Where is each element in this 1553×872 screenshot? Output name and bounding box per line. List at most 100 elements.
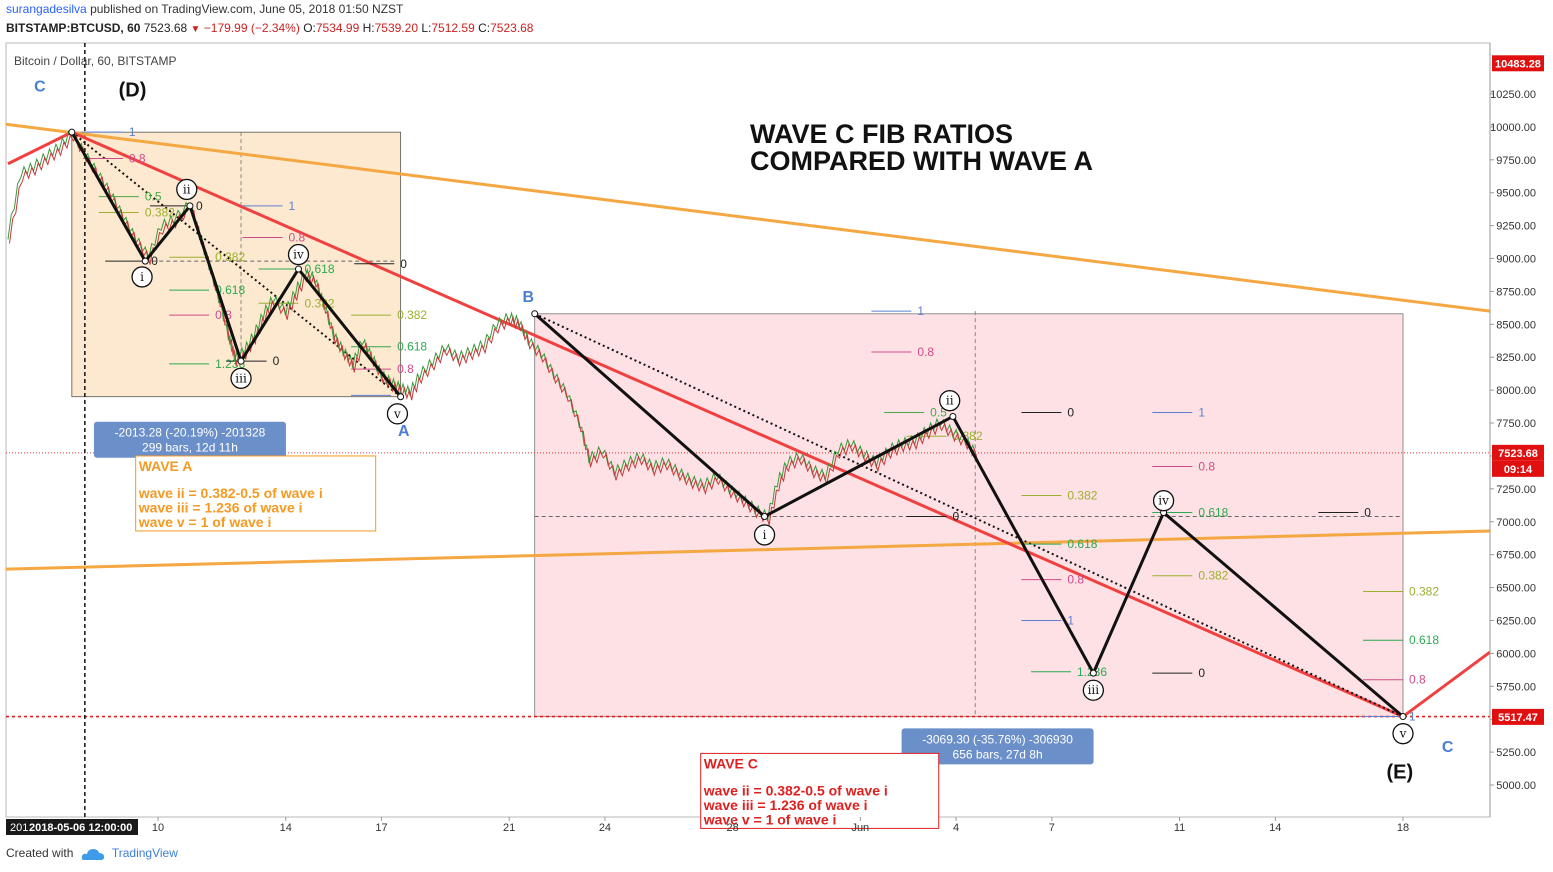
fib-label-6: 0.382 [215, 250, 245, 264]
wave-a-impulse-line [70, 131, 402, 398]
wave-label-3: i [140, 270, 144, 284]
y-tick-label-12: 8000.00 [1496, 385, 1536, 397]
x-tick-label-10: 14 [1269, 822, 1281, 834]
wave-a-impulse-pivot-5 [397, 393, 405, 401]
fib-label-38: 0.618 [1409, 633, 1439, 647]
wave-label-14: C [1442, 739, 1454, 756]
wave-a-impulse-pivot-1 [141, 257, 149, 265]
x-tick-label-8: 7 [1049, 822, 1055, 834]
last-price: 7523.68 [143, 21, 188, 35]
fib-label-1: 0.8 [129, 151, 146, 165]
low-label: L: [421, 21, 432, 35]
publish-info: surangadesilva published on TradingView.… [6, 2, 403, 16]
wave-label-0: C [34, 78, 46, 95]
wave-label-ring-5 [230, 367, 252, 389]
note-title-1: WAVE C [704, 755, 758, 771]
wave-label-9: i [763, 528, 767, 542]
lower-trendline [5, 529, 1491, 571]
price-tag-bg-0 [1492, 55, 1544, 72]
wave-a-impulse-pivot-0 [68, 128, 76, 136]
y-tick-label-19: 9750.00 [1496, 155, 1536, 167]
x-start-prefix: 201 [10, 822, 28, 834]
price-tag-1: 7523.68 [1498, 448, 1538, 460]
fib-label-5: 0 [151, 254, 158, 268]
measure-box-0 [93, 421, 286, 458]
fib-label-7: 0.618 [215, 283, 245, 297]
wave-c-impulse-line [533, 312, 1404, 718]
x-tick-label-7: 4 [953, 822, 959, 834]
footer: Created with TradingView [6, 846, 178, 861]
wave-label-8: B [523, 289, 535, 306]
wave-label-ring-11 [1082, 679, 1105, 701]
y-tick-label-20: 10000.00 [1490, 122, 1536, 134]
y-tick-label-9: 7250.00 [1496, 484, 1536, 496]
x-tick-label-1: 14 [280, 822, 292, 834]
wave-label-ring-4 [287, 243, 310, 266]
wave-label-ring-12 [1152, 490, 1175, 512]
x-tick-label-2: 17 [375, 822, 387, 834]
annotation-title-line-1: WAVE C FIB RATIOS [750, 119, 1013, 149]
wave-label-10: ii [946, 394, 954, 408]
note-box-1 [700, 752, 940, 829]
note-box-0 [135, 455, 377, 532]
created-with-text: Created with [6, 846, 74, 860]
y-tick-label-5: 6250.00 [1496, 615, 1536, 627]
x-tick-label-6: Jun [851, 822, 869, 834]
wave-label-15: (E) [1386, 761, 1413, 783]
fib-label-21: 0.8 [917, 345, 934, 359]
x-tick-label-9: 11 [1174, 822, 1185, 834]
upper-trendline [5, 122, 1491, 313]
wave-c-range-box [534, 313, 1404, 717]
fib-label-15: 0 [400, 257, 407, 271]
symbol-label[interactable]: BITSTAMP:BTCUSD, 60 [6, 21, 141, 35]
annotation-title-line-2: COMPARED WITH WAVE A [750, 146, 1093, 176]
y-tick-label-4: 6000.00 [1496, 648, 1536, 660]
wave-label-13: v [1399, 727, 1407, 741]
fib-label-22: 0.5 [930, 406, 947, 420]
note-line-1-2: wave v = 1 of wave i [703, 811, 837, 827]
fib-label-11: 1 [289, 199, 296, 213]
tradingview-link[interactable]: TradingView [111, 846, 178, 860]
fib-label-37: 0.382 [1409, 585, 1439, 599]
fib-label-10: 0 [273, 354, 280, 368]
fib-label-0: 1 [129, 125, 136, 139]
fib-label-25: 0 [1067, 406, 1074, 420]
fib-label-29: 1 [1067, 613, 1074, 627]
fib-label-32: 0.8 [1198, 459, 1215, 473]
price-tag-2: 5517.47 [1498, 712, 1538, 724]
open-label: O: [303, 21, 316, 35]
wave-label-ring-9 [753, 524, 776, 546]
wave-label-ring-2 [176, 178, 198, 201]
wave-a-impulse-pivot-4 [294, 265, 302, 273]
price-change: −179.99 (−2.34%) [203, 21, 300, 35]
y-tick-label-13: 8250.00 [1496, 352, 1536, 364]
price-tag-sub-bg-1 [1492, 460, 1544, 477]
low-value: 7512.59 [431, 21, 475, 35]
wave-c-impulse-pivot-5 [1399, 713, 1407, 721]
y-tick-label-15: 8750.00 [1496, 286, 1536, 298]
fib-label-36: 0 [1364, 506, 1371, 520]
tradingview-cloud-icon [77, 846, 112, 860]
measure-box-1 [901, 728, 1094, 765]
wave-label-6: v [393, 407, 401, 421]
note-line-0-0: wave ii = 0.382-0.5 of wave i [138, 485, 323, 501]
measure-line1-0: -2013.28 (-20.19%) -201328 [115, 426, 266, 440]
fib-label-31: 1 [1198, 406, 1205, 420]
x-start-tag-bg [6, 819, 138, 835]
note-title-0: WAVE A [139, 458, 193, 474]
fib-label-18: 0.8 [397, 362, 414, 376]
note-line-0-1: wave iii = 1.236 of wave i [138, 499, 303, 515]
y-tick-label-6: 6500.00 [1496, 583, 1536, 595]
y-tick-label-14: 8500.00 [1496, 319, 1536, 331]
y-tick-label-17: 9250.00 [1496, 221, 1536, 233]
fib-label-12: 0.8 [289, 230, 306, 244]
wave-label-7: A [398, 423, 410, 440]
x-tick-label-5: 28 [727, 822, 739, 834]
y-tick-label-11: 7750.00 [1496, 418, 1536, 430]
x-tick-label-4: 24 [599, 822, 611, 834]
wave-a-impulse-pivot-3 [237, 357, 245, 365]
x-tick-label-0: 10 [152, 822, 164, 834]
wave-label-ring-3 [131, 266, 153, 288]
author-link[interactable]: surangadesilva [6, 2, 87, 16]
